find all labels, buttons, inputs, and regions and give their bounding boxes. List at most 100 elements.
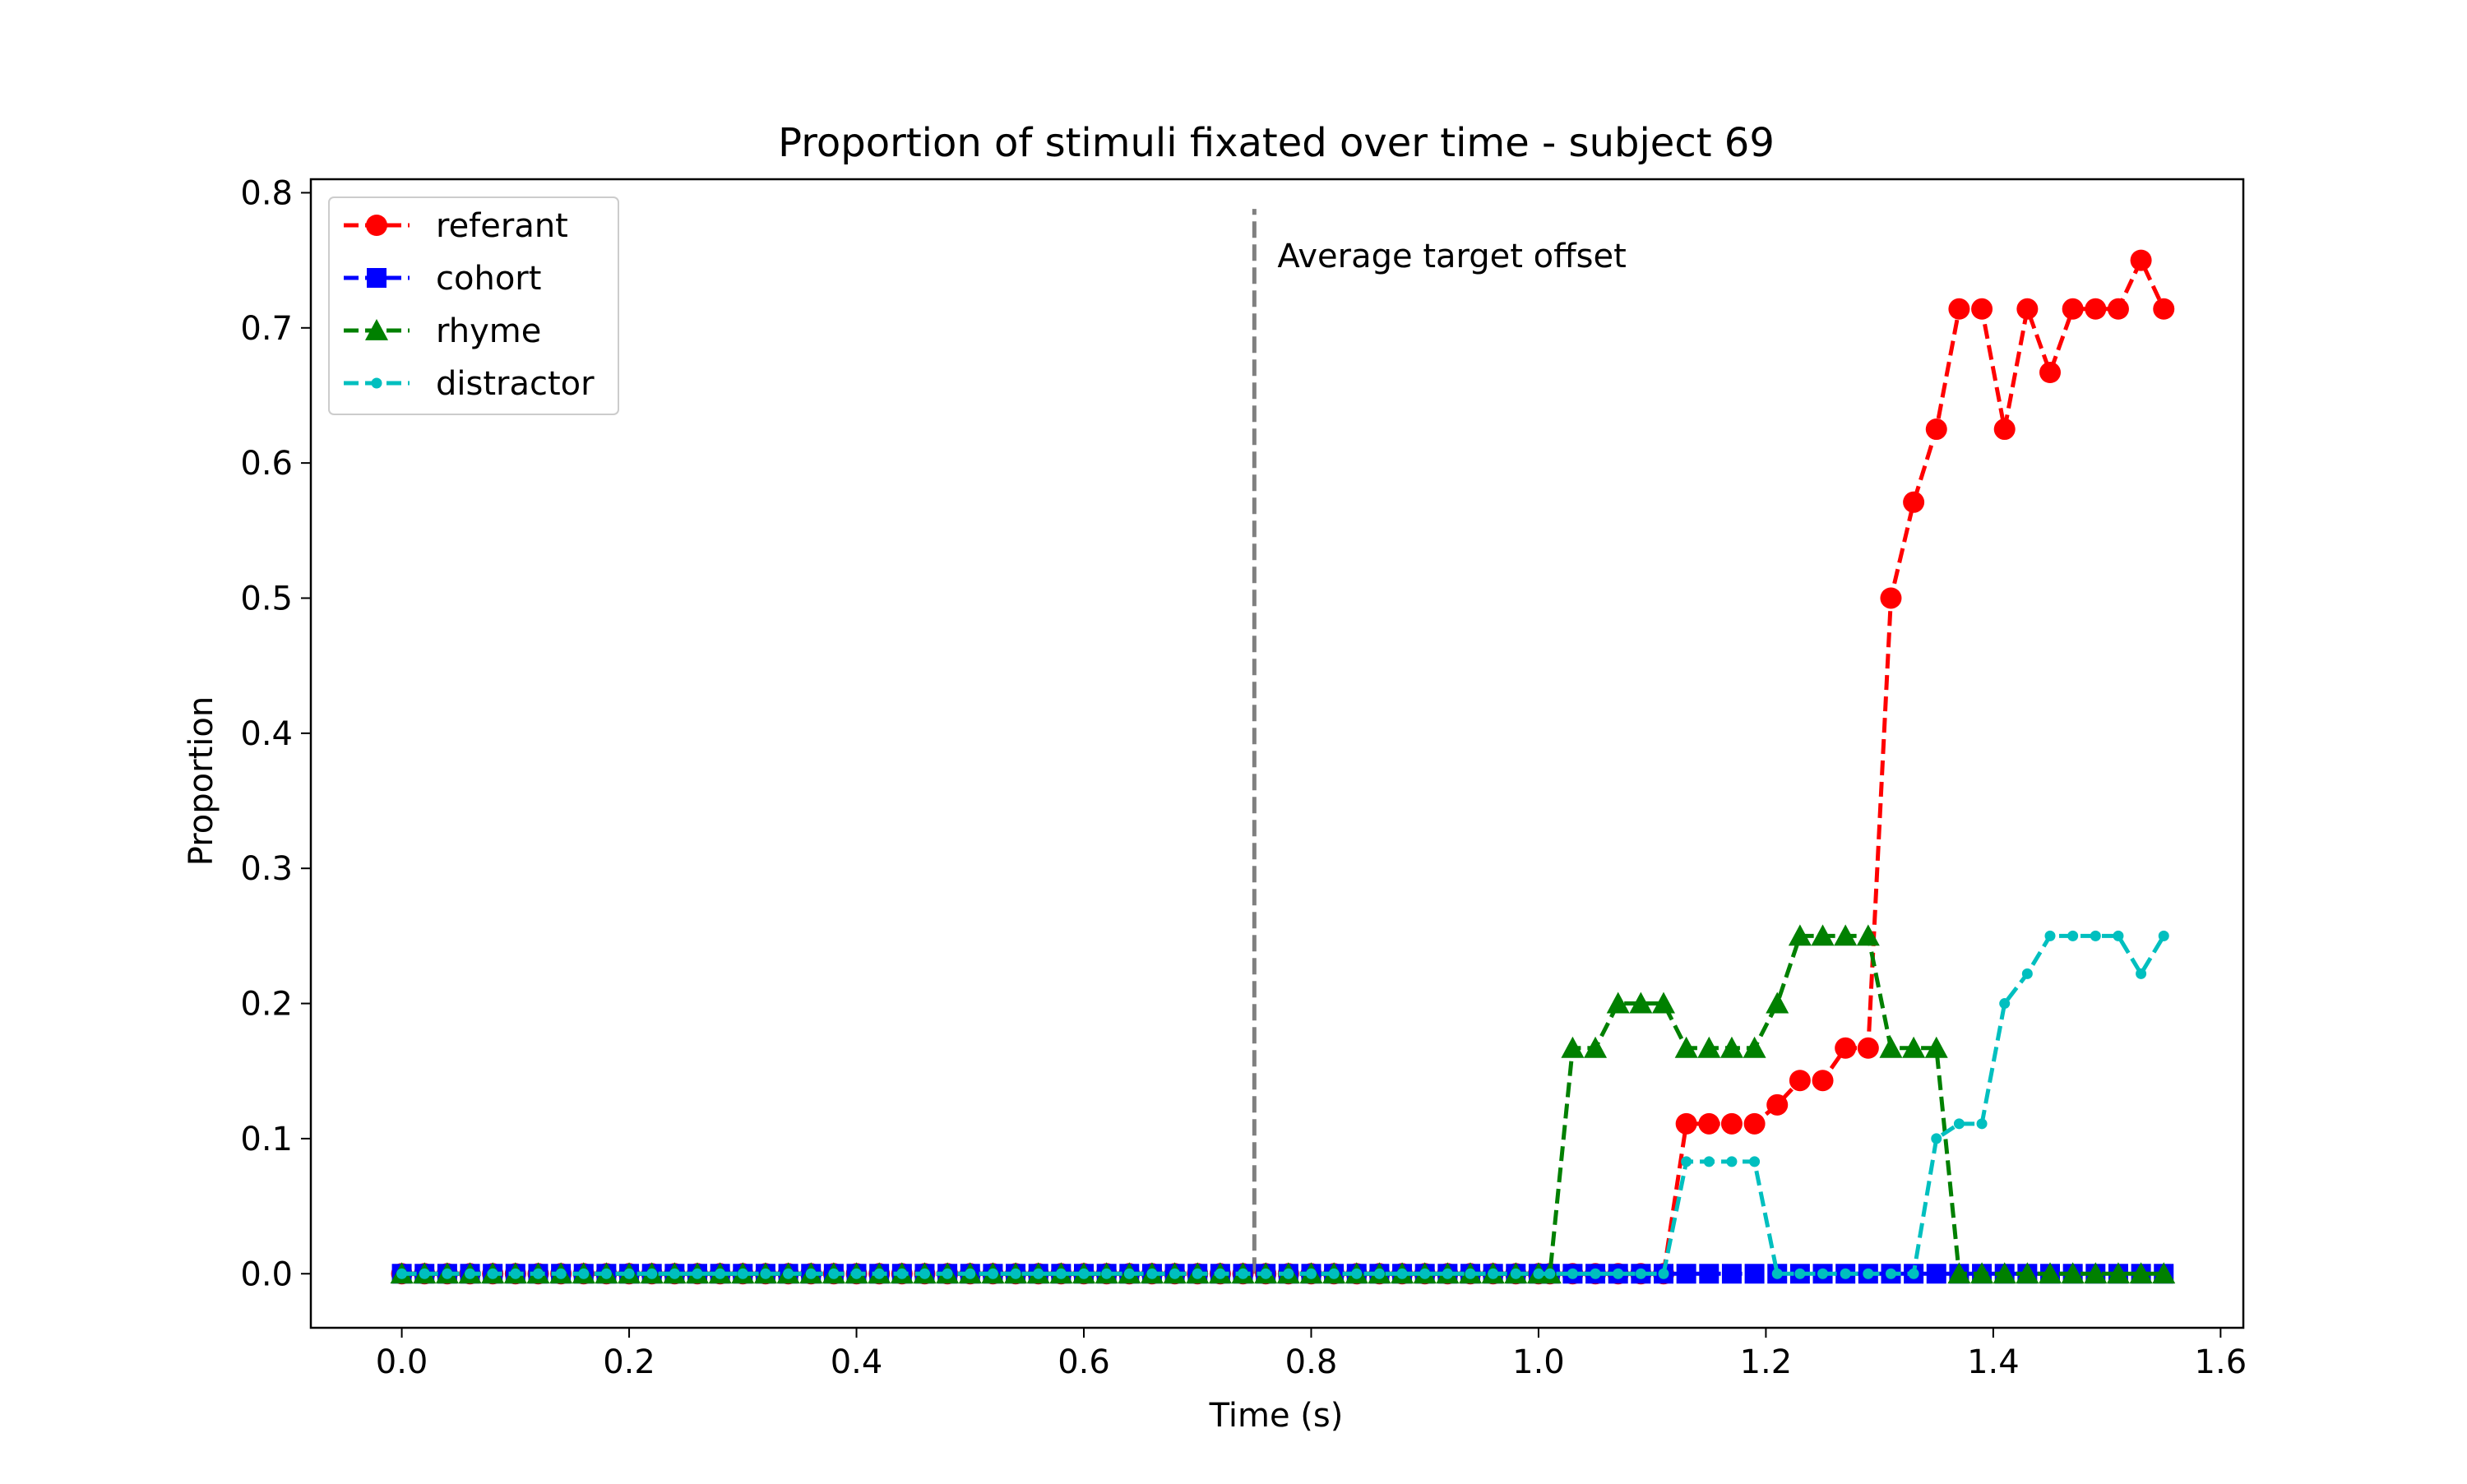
distractor-point [2044, 930, 2056, 941]
distractor-point [1146, 1268, 1158, 1279]
legend-label: cohort [436, 260, 541, 298]
legend-marker [366, 215, 387, 236]
rhyme-point [1788, 924, 1812, 946]
referant-point [1925, 418, 1947, 441]
cohort-point [1744, 1264, 1765, 1284]
legend-label: distractor [436, 365, 595, 403]
distractor-point [1101, 1268, 1113, 1279]
y-axis-label: Proportion [183, 696, 220, 866]
rhyme-point [1924, 1036, 1948, 1058]
distractor-point [1976, 1118, 1988, 1130]
distractor-point [555, 1268, 567, 1279]
legend-item-distractor: distractor [344, 365, 595, 403]
referant-point [2039, 362, 2061, 384]
distractor-point [1055, 1268, 1067, 1279]
referant-point [1698, 1112, 1720, 1135]
referant-point [1903, 491, 1925, 513]
distractor-point [1863, 1268, 1874, 1279]
distractor-point [737, 1268, 748, 1279]
distractor-point [1442, 1268, 1453, 1279]
legend-label: rhyme [436, 312, 541, 350]
cohort-point [1721, 1264, 1742, 1284]
distractor-point [646, 1268, 658, 1279]
y-tick-label: 0.4 [240, 715, 293, 753]
x-axis-label: Time (s) [1209, 1397, 1344, 1435]
average-target-offset-label: Average target offset [1277, 238, 1626, 275]
distractor-point [1192, 1268, 1203, 1279]
referant-point [1971, 298, 1993, 320]
distractor-point [1033, 1268, 1044, 1279]
rhyme-point [2106, 1262, 2130, 1284]
x-tick-label: 0.8 [1285, 1343, 1338, 1381]
distractor-point [1123, 1268, 1135, 1279]
distractor-point [442, 1268, 453, 1279]
distractor-point [1396, 1268, 1408, 1279]
distractor-point [851, 1268, 863, 1279]
rhyme-point [2039, 1262, 2062, 1284]
legend-marker [365, 319, 388, 340]
y-tick-label: 0.1 [240, 1121, 293, 1158]
rhyme-point [1993, 1262, 2016, 1284]
y-tick-label: 0.7 [240, 310, 293, 348]
distractor-point [2136, 968, 2147, 979]
rhyme-point [1561, 1036, 1585, 1058]
rhyme-point [1902, 1036, 1926, 1058]
legend: referant cohort rhyme distractor [328, 196, 619, 415]
distractor-point [623, 1268, 635, 1279]
distractor-point [419, 1268, 430, 1279]
distractor-point [760, 1268, 771, 1279]
referant-point [1857, 1037, 1879, 1059]
distractor-point [1635, 1268, 1646, 1279]
referant-point [2153, 298, 2175, 320]
distractor-point [1488, 1268, 1499, 1279]
x-tick-label: 1.0 [1512, 1343, 1565, 1381]
distractor-point [896, 1268, 908, 1279]
x-tick-label: 0.6 [1058, 1343, 1110, 1381]
axes: 0.0 0.2 0.4 0.6 0.8 1.0 1.2 1.4 1.6 0.0 0.1 0.2 0.3 0… [240, 174, 2247, 1381]
distractor-point [987, 1268, 998, 1279]
distractor-point [1953, 1118, 1965, 1130]
referant-point [2085, 298, 2107, 320]
rhyme-point [1674, 1036, 1698, 1058]
rhyme-point [1834, 924, 1858, 946]
rhyme-point [2152, 1262, 2176, 1284]
x-tick-label: 0.2 [603, 1343, 655, 1381]
referant-point [1812, 1070, 1834, 1092]
rhyme-point [1879, 1036, 1903, 1058]
rhyme-point [2129, 1262, 2153, 1284]
rhyme-point [1766, 992, 1789, 1014]
distractor-point [510, 1268, 521, 1279]
distractor-point [692, 1268, 703, 1279]
referant-point [1880, 587, 1902, 609]
referant-point [2107, 298, 2129, 320]
referant-point [2130, 249, 2152, 271]
distractor-point [873, 1268, 885, 1279]
legend-marker [371, 377, 382, 389]
referant-point [1743, 1112, 1766, 1135]
distractor-point [1885, 1268, 1896, 1279]
cohort-point [1676, 1264, 1696, 1284]
referant-point [1789, 1070, 1811, 1092]
rhyme-point [1652, 992, 1675, 1014]
x-tick-label: 1.6 [2195, 1343, 2247, 1381]
referant-point [1835, 1037, 1857, 1059]
distractor-point [669, 1268, 680, 1279]
distractor-point [1590, 1268, 1601, 1279]
rhyme-point [2061, 1262, 2085, 1284]
distractor-point [578, 1268, 590, 1279]
distractor-point [2067, 930, 2079, 941]
rhyme-point [1719, 1036, 1743, 1058]
distractor-point [1010, 1268, 1021, 1279]
referant-point [1766, 1093, 1789, 1116]
referant-point [2016, 298, 2039, 320]
distractor-point [1305, 1268, 1317, 1279]
distractor-point [2113, 930, 2124, 941]
distractor-point [1658, 1268, 1669, 1279]
distractor-point [1260, 1268, 1271, 1279]
distractor-point [1283, 1268, 1294, 1279]
x-tick-label: 0.0 [376, 1343, 428, 1381]
distractor-point [805, 1268, 817, 1279]
distractor-point [1215, 1268, 1226, 1279]
rhyme-point [1947, 1262, 1971, 1284]
